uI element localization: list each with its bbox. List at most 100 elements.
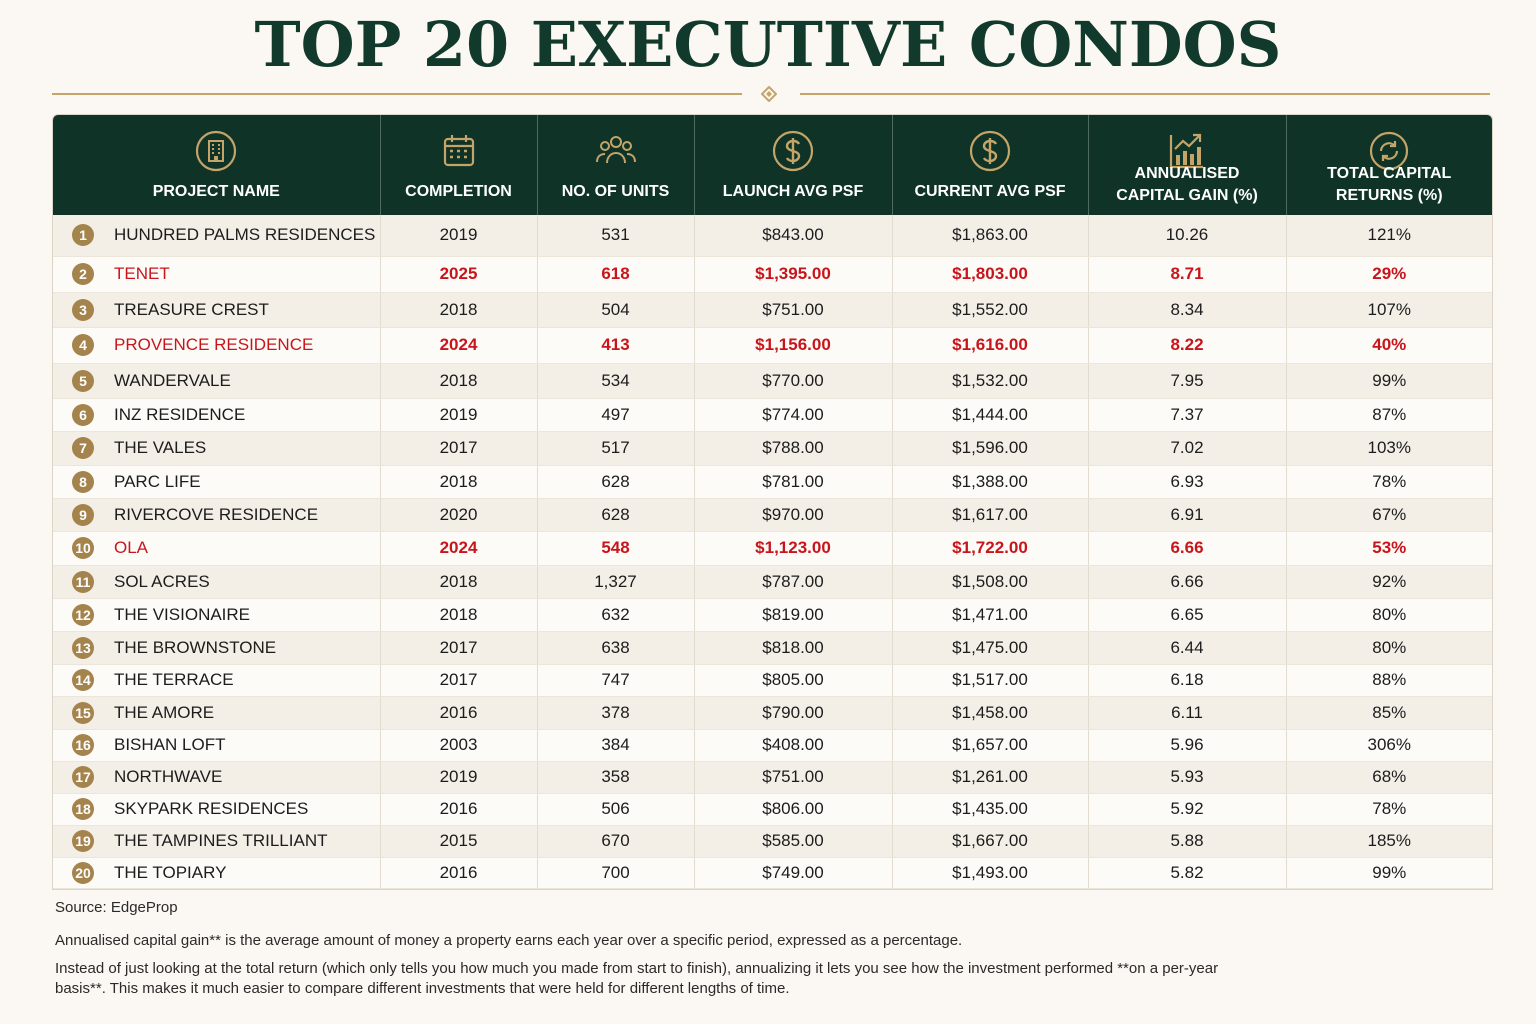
- column-header-content: TOTAL CAPITAL RETURNS (%): [1287, 115, 1493, 215]
- current-psf-cell: $1,667.00: [892, 825, 1089, 858]
- annual-gain-cell: 7.37: [1088, 398, 1287, 432]
- project-name-cell: 2 TENET: [53, 256, 381, 293]
- project-name-cell: 7 THE VALES: [53, 431, 381, 466]
- project-name-cell: 14 THE TERRACE: [53, 664, 381, 697]
- current-psf-cell: $1,475.00: [892, 631, 1089, 665]
- launch-psf-cell: $749.00: [694, 857, 893, 889]
- launch-psf-cell: $774.00: [694, 398, 893, 432]
- units-cell: 504: [537, 292, 695, 328]
- column-header-label: ANNUALISED CAPITAL GAIN (%): [1116, 165, 1258, 204]
- annual-gain-cell: 6.18: [1088, 664, 1287, 697]
- units-cell: 628: [537, 498, 695, 532]
- project-name-cell: 10 OLA: [53, 531, 381, 566]
- total-return-cell: 67%: [1286, 498, 1492, 532]
- launch-psf-cell: $819.00: [694, 598, 893, 632]
- total-return-cell: 68%: [1286, 761, 1492, 794]
- column-header: NO. OF UNITS: [537, 115, 695, 215]
- table-row: 11 SOL ACRES 2018 1,327 $787.00 $1,508.00 6.66…: [53, 565, 1492, 599]
- units-cell: 413: [537, 327, 695, 364]
- launch-psf-cell: $805.00: [694, 664, 893, 697]
- project-name-cell: 12 THE VISIONAIRE: [53, 598, 381, 632]
- table-row: 3 TREASURE CREST 2018 504 $751.00 $1,552.00 8.…: [53, 292, 1492, 328]
- table-body: 1 HUNDRED PALMS RESIDENCES 2019 531 $843.00 $…: [53, 215, 1492, 889]
- rank-badge: 4: [72, 334, 94, 356]
- annual-gain-cell: 8.71: [1088, 256, 1287, 293]
- project-name: PROVENCE RESIDENCE: [114, 335, 314, 354]
- current-psf-cell: $1,552.00: [892, 292, 1089, 328]
- units-cell: 358: [537, 761, 695, 794]
- completion-cell: 2016: [380, 857, 538, 889]
- table-row: 10 OLA 2024 548 $1,123.00 $1,722.00 6.66 53%: [53, 531, 1492, 566]
- project-name: OLA: [114, 538, 149, 557]
- rank-badge: 13: [72, 636, 94, 659]
- column-header-content: NO. OF UNITS: [538, 115, 694, 215]
- table-row: 20 THE TOPIARY 2016 700 $749.00 $1,493.00 5.82…: [53, 857, 1492, 889]
- annual-gain-cell: 5.93: [1088, 761, 1287, 794]
- units-cell: 384: [537, 729, 695, 762]
- current-psf-cell: $1,458.00: [892, 696, 1089, 730]
- project-name-cell: 9 RIVERCOVE RESIDENCE: [53, 498, 381, 532]
- project-name-cell: 19 THE TAMPINES TRILLIANT: [53, 825, 381, 858]
- units-cell: 1,327: [537, 565, 695, 599]
- project-name-cell: 15 THE AMORE: [53, 696, 381, 730]
- units-cell: 534: [537, 363, 695, 399]
- divider-line-right: [800, 93, 1490, 95]
- launch-psf-cell: $787.00: [694, 565, 893, 599]
- condo-table: PROJECT NAME COMPLETION NO. OF UNITS LAUNCH…: [52, 114, 1493, 890]
- column-header-content: CURRENT AVG PSF: [893, 115, 1088, 215]
- table-row: 12 THE VISIONAIRE 2018 632 $819.00 $1,471.00 6…: [53, 598, 1492, 632]
- current-psf-cell: $1,616.00: [892, 327, 1089, 364]
- growth-chart-icon: [1169, 133, 1203, 169]
- completion-cell: 2025: [380, 256, 538, 293]
- units-cell: 497: [537, 398, 695, 432]
- table-row: 4 PROVENCE RESIDENCE 2024 413 $1,156.00 $1,61…: [53, 327, 1492, 364]
- project-name: TREASURE CREST: [114, 299, 269, 319]
- launch-psf-cell: $788.00: [694, 431, 893, 466]
- annual-gain-cell: 6.66: [1088, 565, 1287, 599]
- project-name: THE TAMPINES TRILLIANT: [114, 831, 328, 850]
- launch-psf-cell: $806.00: [694, 793, 893, 826]
- units-cell: 618: [537, 256, 695, 293]
- launch-psf-cell: $781.00: [694, 465, 893, 499]
- launch-psf-cell: $970.00: [694, 498, 893, 532]
- annual-gain-cell: 5.88: [1088, 825, 1287, 858]
- column-header-label: COMPLETION: [405, 183, 512, 200]
- calendar-icon: [443, 135, 474, 167]
- completion-cell: 2019: [380, 398, 538, 432]
- table-row: 5 WANDERVALE 2018 534 $770.00 $1,532.00 7.95 99…: [53, 363, 1492, 399]
- completion-cell: 2018: [380, 363, 538, 399]
- annual-gain-cell: 6.93: [1088, 465, 1287, 499]
- current-psf-cell: $1,657.00: [892, 729, 1089, 762]
- annual-gain-cell: 5.82: [1088, 857, 1287, 889]
- table-row: 15 THE AMORE 2016 378 $790.00 $1,458.00 6.11 85…: [53, 696, 1492, 730]
- annual-gain-cell: 6.91: [1088, 498, 1287, 532]
- launch-psf-cell: $770.00: [694, 363, 893, 399]
- table-header-row: PROJECT NAME COMPLETION NO. OF UNITS LAUNCH…: [53, 115, 1492, 215]
- completion-cell: 2016: [380, 793, 538, 826]
- project-name: RIVERCOVE RESIDENCE: [114, 504, 319, 524]
- column-header: COMPLETION: [380, 115, 538, 215]
- total-return-cell: 53%: [1286, 531, 1492, 566]
- total-return-cell: 103%: [1286, 431, 1492, 466]
- annual-gain-cell: 5.96: [1088, 729, 1287, 762]
- dollar-icon: [969, 130, 1011, 172]
- completion-cell: 2018: [380, 598, 538, 632]
- completion-cell: 2017: [380, 431, 538, 466]
- rank-badge: 7: [72, 437, 94, 459]
- launch-psf-cell: $1,123.00: [694, 531, 893, 566]
- total-return-cell: 99%: [1286, 857, 1492, 889]
- definition-note: Annualised capital gain** is the average…: [55, 932, 963, 949]
- table-row: 1 HUNDRED PALMS RESIDENCES 2019 531 $843.00 $…: [53, 215, 1492, 257]
- rank-badge: 2: [72, 263, 94, 285]
- rank-badge: 12: [72, 603, 94, 626]
- table-row: 8 PARC LIFE 2018 628 $781.00 $1,388.00 6.93 78%: [53, 465, 1492, 499]
- project-name: THE TERRACE: [114, 670, 234, 689]
- diamond-ornament-icon: [761, 86, 777, 102]
- units-cell: 531: [537, 215, 695, 257]
- annual-gain-cell: 6.44: [1088, 631, 1287, 665]
- units-cell: 638: [537, 631, 695, 665]
- launch-psf-cell: $751.00: [694, 292, 893, 328]
- table-row: 13 THE BROWNSTONE 2017 638 $818.00 $1,475.00 6…: [53, 631, 1492, 665]
- total-return-cell: 87%: [1286, 398, 1492, 432]
- project-name-cell: 4 PROVENCE RESIDENCE: [53, 327, 381, 364]
